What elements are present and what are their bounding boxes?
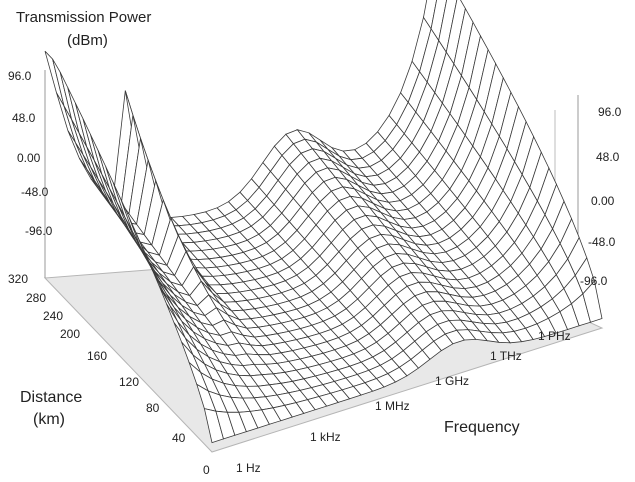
distance-axis-title-line2: (km) xyxy=(33,411,65,428)
z-axis-title-line2: (dBm) xyxy=(67,32,108,49)
z-tick-left-2: 0.00 xyxy=(17,151,41,165)
z-tick-left-3: -48.0 xyxy=(21,185,49,199)
z-tick-right-0: 96.0 xyxy=(598,105,622,119)
frequency-tick-1hz: 1 Hz xyxy=(236,461,261,475)
distance-tick-80: 80 xyxy=(146,401,160,415)
distance-tick-40: 40 xyxy=(172,431,186,445)
z-axis-title-line1: Transmission Power xyxy=(16,9,151,26)
distance-tick-280: 280 xyxy=(26,291,46,305)
surface-cell-33-21 xyxy=(423,0,438,30)
z-tick-right-2: 0.00 xyxy=(591,194,615,208)
distance-tick-200: 200 xyxy=(60,327,80,341)
z-tick-left-0: 96.0 xyxy=(8,69,32,83)
frequency-tick-1mhz: 1 MHz xyxy=(375,399,410,413)
distance-tick-160: 160 xyxy=(87,349,107,363)
z-tick-left-1: 48.0 xyxy=(12,111,36,125)
z-tick-right-1: 48.0 xyxy=(596,150,620,164)
surface-cell-33-0 xyxy=(582,280,603,323)
frequency-tick-1khz: 1 kHz xyxy=(310,430,341,444)
frequency-tick-1ghz: 1 GHz xyxy=(435,374,469,388)
z-tick-right-3: -48.0 xyxy=(588,235,616,249)
distance-tick-0: 0 xyxy=(203,463,210,477)
distance-tick-320: 320 xyxy=(8,272,28,286)
surface-mesh xyxy=(44,0,603,444)
z-tick-right-4: -96.0 xyxy=(580,274,608,288)
distance-tick-240: 240 xyxy=(43,309,63,323)
frequency-axis-title: Frequency xyxy=(444,419,520,436)
z-tick-left-4: -96.0 xyxy=(25,224,53,238)
distance-axis-title-line1: Distance xyxy=(20,389,82,406)
frequency-tick-1thz: 1 THz xyxy=(490,349,522,363)
frequency-tick-1phz: 1 PHz xyxy=(538,329,571,343)
distance-tick-120: 120 xyxy=(119,375,139,389)
